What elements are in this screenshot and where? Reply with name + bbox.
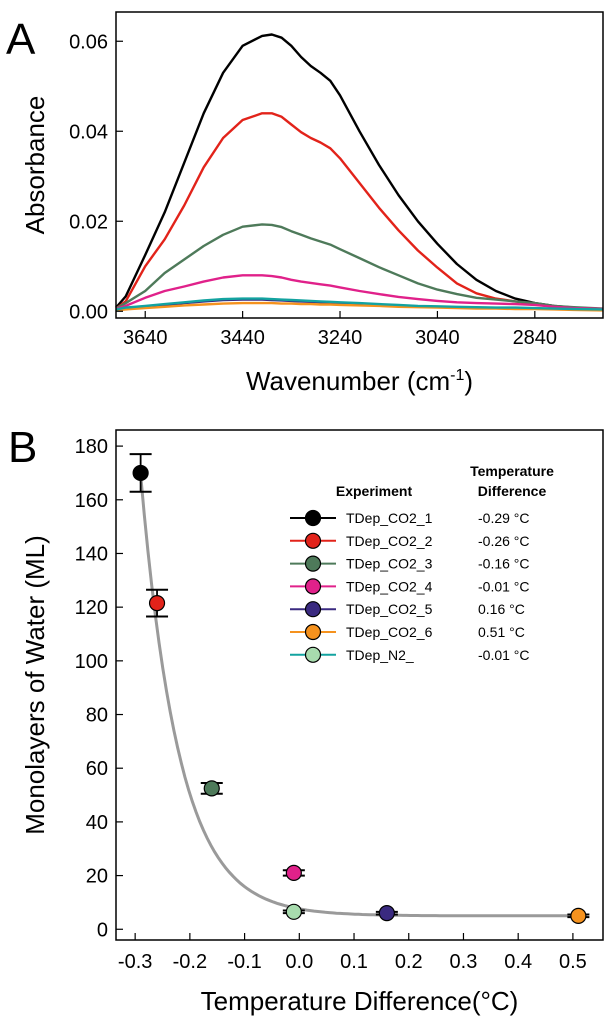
panel-a-y-tick-label-2: 0.04 (69, 121, 108, 143)
panel-a-y-tick-label-1: 0.02 (69, 211, 108, 233)
spectrum-line-4 (115, 274, 604, 311)
panel-b-legend: Experiment Temperature Difference TDep_C… (290, 463, 554, 663)
panel-a-y-axis-label: Absorbance (20, 96, 50, 235)
panel-b-x-tick-label-3: 0.0 (285, 951, 313, 973)
panel-a-ticks: 3640 3440 3240 3040 2840 0.00 0.02 0.04 0.06 (69, 31, 557, 349)
panel-b-ticks: -0.3 -0.2 -0.1 0.0 0.1 0.2 0.3 0.4 0.5 0 20 40 60 80 1… (75, 436, 587, 973)
panel-b-chart: -0.3 -0.2 -0.1 0.0 0.1 0.2 0.3 0.4 0.5 0 20 40 60 80 1… (20, 429, 604, 1016)
panel-a-x-axis-label-main: Wavenumber (cm (246, 366, 450, 396)
spectrum-line-2 (115, 112, 604, 311)
data-point-7 (285, 903, 302, 920)
panel-b-y-tick-label-5: 100 (75, 651, 108, 673)
legend-marker-2 (304, 532, 322, 549)
legend-name-4: TDep_CO2_4 (346, 578, 433, 594)
panel-b-points-group (129, 453, 590, 924)
legend-temp-6: 0.51 °C (478, 624, 525, 640)
legend-name-2: TDep_CO2_2 (346, 533, 433, 549)
panel-a-x-tick-label-1: 3440 (220, 327, 265, 349)
panel-a-y-tick-label-3: 0.06 (69, 31, 108, 53)
panel-b-x-tick-label-7: 0.4 (504, 951, 532, 973)
data-point-3 (203, 780, 220, 797)
legend-temp-7: -0.01 °C (478, 647, 530, 663)
data-point-6 (570, 907, 587, 924)
legend-temp-1: -0.29 °C (478, 510, 530, 526)
legend-name-5: TDep_CO2_5 (346, 601, 433, 617)
panel-b-y-tick-label-6: 120 (75, 597, 108, 619)
panel-b-y-tick-label-1: 20 (86, 866, 108, 888)
panel-b-x-tick-label-4: 0.1 (340, 951, 368, 973)
panel-b-y-axis-label: Monolayers of Water (ML) (20, 535, 50, 835)
panel-a-y-tick-label-0: 0.00 (69, 301, 108, 323)
panel-b-y-tick-label-7: 140 (75, 543, 108, 565)
panel-b-y-tick-label-9: 180 (75, 436, 108, 458)
panel-a-x-axis-label: Wavenumber (cm-1) (246, 366, 473, 396)
panel-b-y-tick-label-0: 0 (97, 919, 108, 941)
panel-a-letter: A (6, 15, 36, 64)
panel-b-y-tick-label-8: 160 (75, 490, 108, 512)
panel-b-y-tick-label-3: 60 (86, 758, 108, 780)
panel-a-chart: 3640 3440 3240 3040 2840 0.00 0.02 0.04 0.06 Abs… (20, 11, 604, 396)
legend-marker-6 (304, 623, 322, 641)
legend-temp-5: 0.16 °C (478, 601, 525, 617)
panel-b-x-axis-label: Temperature Difference(°C) (201, 986, 519, 1016)
legend-marker-3 (304, 555, 322, 572)
legend-name-3: TDep_CO2_3 (346, 556, 433, 572)
legend-name-6: TDep_CO2_6 (346, 624, 433, 640)
panel-b-y-tick-label-2: 40 (86, 812, 108, 834)
legend-rows: TDep_CO2_1 -0.29 °C TDep_CO2_2 -0.26 °C TDep… (290, 509, 530, 663)
panel-a-series-group (115, 33, 604, 312)
legend-marker-4 (304, 578, 322, 595)
panel-a-x-axis-label-close: ) (464, 366, 473, 396)
panel-b-fit-group (139, 474, 584, 918)
legend-marker-1 (304, 509, 322, 527)
fit-curve (139, 474, 584, 918)
legend-marker-5 (304, 601, 322, 618)
legend-temp-4: -0.01 °C (478, 578, 530, 594)
legend-header-temperature: Temperature (470, 463, 554, 479)
panel-a-x-tick-label-0: 3640 (123, 327, 168, 349)
spectrum-line-7 (115, 297, 604, 311)
data-point-1 (132, 464, 149, 482)
panel-b-x-tick-label-1: -0.2 (173, 951, 207, 973)
legend-temp-3: -0.16 °C (478, 556, 530, 572)
legend-header-experiment: Experiment (336, 483, 413, 499)
legend-header-difference: Difference (478, 483, 547, 499)
panel-b-x-tick-label-6: 0.3 (450, 951, 478, 973)
panel-b-y-tick-label-4: 80 (86, 705, 108, 727)
panel-a-x-tick-label-2: 3240 (318, 327, 363, 349)
panel-b-plot-frame (115, 429, 604, 941)
panel-a-x-tick-label-3: 3040 (415, 327, 460, 349)
legend-name-7: TDep_N2_ (346, 647, 414, 663)
spectrum-line-3 (115, 223, 604, 310)
legend-marker-7 (304, 646, 322, 663)
panel-a-plot-frame (115, 11, 604, 319)
panel-a-x-tick-label-4: 2840 (513, 327, 558, 349)
panel-a-x-axis-label-sup: -1 (450, 367, 464, 384)
data-point-5 (378, 905, 395, 922)
data-point-2 (148, 595, 166, 612)
panel-b-x-tick-label-2: -0.1 (227, 951, 261, 973)
panel-b-x-tick-label-5: 0.2 (395, 951, 423, 973)
legend-name-1: TDep_CO2_1 (346, 510, 433, 526)
panel-b-letter: B (8, 423, 37, 472)
spectrum-line-1 (115, 33, 604, 311)
panel-b-x-tick-label-0: -0.3 (118, 951, 152, 973)
legend-temp-2: -0.26 °C (478, 533, 530, 549)
data-point-4 (285, 864, 302, 881)
panel-b-x-tick-label-8: 0.5 (559, 951, 587, 973)
